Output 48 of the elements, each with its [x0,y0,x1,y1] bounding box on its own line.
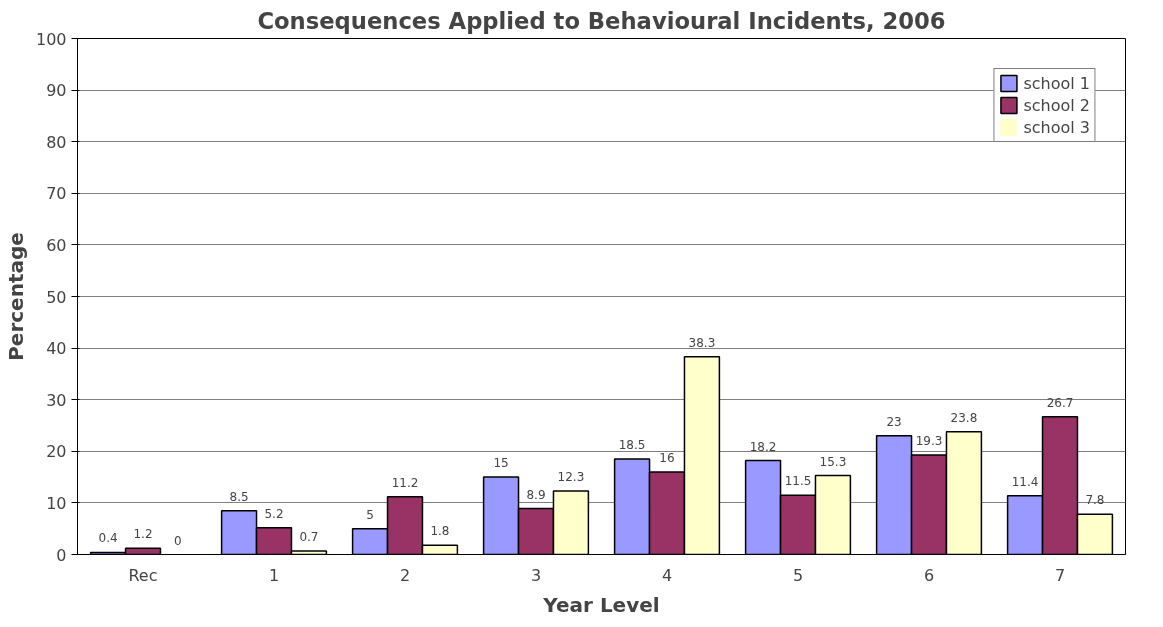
data-label: 5 [366,507,374,522]
data-label: 0.7 [299,529,319,544]
y-tick-label: 80 [46,132,67,152]
legend-label: school 2 [1023,95,1090,115]
data-label: 15.3 [819,454,847,469]
x-tick-label: 5 [792,565,804,585]
data-label: 0 [174,533,182,548]
data-label: 15 [493,456,509,471]
data-label: 23.8 [950,410,978,425]
data-label: 5.2 [264,506,284,521]
legend-label: school 1 [1023,73,1090,93]
x-tick-label: 7 [1054,565,1066,585]
y-tick-label: 60 [46,235,67,255]
chart-title: Consequences Applied to Behavioural Incidents, 2006 [257,7,946,34]
y-tick-label: 0 [56,545,67,565]
y-tick-label: 20 [46,442,67,462]
data-label: 11.4 [1011,474,1039,489]
data-label: 11.5 [784,474,812,489]
data-label: 8.5 [229,489,249,504]
x-tick-label: 1 [268,565,280,585]
x-axis-title: Year Level [542,592,660,617]
data-label: 1.2 [133,527,153,542]
y-tick-label: 50 [46,287,67,307]
x-tick-label: 2 [399,565,411,585]
y-axis-title: Percentage [3,232,28,361]
data-label: 23 [886,414,902,429]
y-tick-label: 90 [46,81,67,101]
y-tick-label: 40 [46,339,67,359]
x-tick-label: 4 [661,565,673,585]
data-label: 26.7 [1046,395,1074,410]
y-tick-label: 30 [46,390,67,410]
data-label: 38.3 [688,335,716,350]
data-label: 16 [659,450,675,465]
data-label: 1.8 [430,524,450,539]
data-label: 0.4 [98,531,118,546]
legend-label: school 3 [1023,117,1090,137]
y-tick-label: 10 [46,493,67,513]
x-tick-label: 6 [923,565,935,585]
x-tick-label: 3 [530,565,542,585]
data-label: 18.5 [618,438,646,453]
x-tick-label: Rec [128,565,158,585]
data-label: 18.2 [749,439,777,454]
y-tick-label: 100 [35,29,67,49]
data-label: 8.9 [526,487,546,502]
data-label: 11.2 [391,475,419,490]
y-tick-label: 70 [46,184,67,204]
data-label: 12.3 [557,470,585,485]
data-label: 19.3 [915,433,943,448]
